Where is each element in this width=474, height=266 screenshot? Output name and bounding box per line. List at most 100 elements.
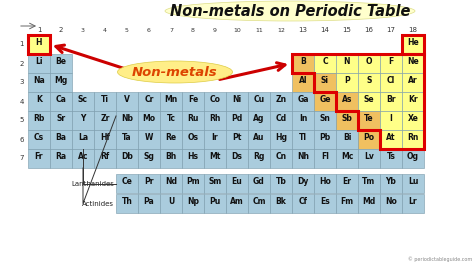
Bar bbox=[227, 194, 247, 213]
Bar bbox=[50, 130, 72, 149]
Text: 8: 8 bbox=[191, 27, 195, 32]
Bar bbox=[73, 92, 93, 111]
Text: Os: Os bbox=[188, 134, 199, 143]
Text: Cm: Cm bbox=[252, 197, 266, 206]
Bar bbox=[358, 174, 380, 193]
Text: P: P bbox=[344, 77, 350, 85]
Bar bbox=[358, 111, 380, 130]
Bar bbox=[358, 92, 380, 111]
Bar bbox=[182, 92, 204, 111]
Text: O: O bbox=[366, 57, 372, 66]
Text: Nd: Nd bbox=[165, 177, 177, 186]
Bar bbox=[314, 92, 336, 111]
Text: Cr: Cr bbox=[144, 95, 154, 105]
Bar bbox=[50, 73, 72, 92]
Bar bbox=[138, 111, 160, 130]
Bar bbox=[270, 111, 292, 130]
Bar bbox=[337, 73, 357, 92]
Text: Ne: Ne bbox=[407, 57, 419, 66]
Bar bbox=[358, 55, 380, 73]
Bar bbox=[117, 130, 137, 149]
Bar bbox=[227, 130, 247, 149]
Text: Rb: Rb bbox=[33, 114, 45, 123]
Text: Ni: Ni bbox=[232, 95, 242, 105]
Text: 5: 5 bbox=[19, 118, 24, 123]
Bar bbox=[314, 149, 336, 168]
Text: Lr: Lr bbox=[409, 197, 417, 206]
Text: Mo: Mo bbox=[143, 114, 155, 123]
Bar bbox=[138, 130, 160, 149]
Bar bbox=[402, 35, 424, 54]
Text: Ga: Ga bbox=[297, 95, 309, 105]
Bar bbox=[73, 111, 93, 130]
Text: 1: 1 bbox=[37, 27, 41, 33]
Text: Gd: Gd bbox=[253, 177, 265, 186]
Text: Es: Es bbox=[320, 197, 330, 206]
Text: 2: 2 bbox=[19, 60, 24, 66]
Text: Te: Te bbox=[364, 114, 374, 123]
Bar bbox=[138, 194, 160, 213]
Bar bbox=[358, 130, 380, 149]
Text: F: F bbox=[388, 57, 393, 66]
Text: Lv: Lv bbox=[364, 152, 374, 161]
Bar bbox=[381, 55, 401, 73]
Bar bbox=[182, 130, 204, 149]
Text: 4: 4 bbox=[19, 98, 24, 105]
Text: Rh: Rh bbox=[210, 114, 221, 123]
Text: Hg: Hg bbox=[275, 134, 287, 143]
Bar bbox=[117, 174, 137, 193]
Bar bbox=[292, 55, 314, 73]
Text: Ba: Ba bbox=[55, 134, 66, 143]
Text: Sg: Sg bbox=[144, 152, 155, 161]
Text: 7: 7 bbox=[169, 27, 173, 32]
Text: 6: 6 bbox=[147, 27, 151, 32]
Text: Po: Po bbox=[364, 134, 374, 143]
Bar bbox=[292, 111, 314, 130]
Text: Fl: Fl bbox=[321, 152, 329, 161]
Text: Eu: Eu bbox=[232, 177, 242, 186]
Bar bbox=[337, 194, 357, 213]
Bar bbox=[138, 92, 160, 111]
Text: 16: 16 bbox=[365, 27, 374, 33]
Text: Tb: Tb bbox=[275, 177, 286, 186]
Text: Ag: Ag bbox=[253, 114, 264, 123]
Bar bbox=[381, 194, 401, 213]
Text: Lu: Lu bbox=[408, 177, 418, 186]
Ellipse shape bbox=[165, 1, 415, 21]
Bar bbox=[182, 194, 204, 213]
Text: Cn: Cn bbox=[275, 152, 287, 161]
Text: U: U bbox=[168, 197, 174, 206]
Text: Sn: Sn bbox=[319, 114, 330, 123]
Text: 9: 9 bbox=[213, 27, 217, 32]
Bar bbox=[182, 149, 204, 168]
Text: 6: 6 bbox=[19, 136, 24, 143]
Text: N: N bbox=[344, 57, 350, 66]
Bar bbox=[314, 111, 336, 130]
Bar bbox=[160, 174, 182, 193]
Text: Mg: Mg bbox=[55, 77, 68, 85]
Text: Se: Se bbox=[364, 95, 374, 105]
Bar bbox=[314, 73, 336, 92]
Text: Pt: Pt bbox=[232, 134, 242, 143]
Bar bbox=[337, 149, 357, 168]
Bar bbox=[402, 194, 424, 213]
Bar bbox=[402, 92, 424, 111]
Text: Non-metals: Non-metals bbox=[132, 65, 218, 78]
Bar bbox=[248, 92, 270, 111]
Text: Non-metals on Periodic Table: Non-metals on Periodic Table bbox=[170, 3, 410, 19]
Bar bbox=[270, 174, 292, 193]
Text: 13: 13 bbox=[299, 27, 308, 33]
Text: H: H bbox=[36, 39, 42, 47]
Text: Fe: Fe bbox=[188, 95, 198, 105]
Bar bbox=[248, 174, 270, 193]
Bar bbox=[314, 55, 336, 73]
Bar bbox=[50, 111, 72, 130]
Bar bbox=[227, 111, 247, 130]
Text: Mc: Mc bbox=[341, 152, 353, 161]
Text: Bh: Bh bbox=[165, 152, 177, 161]
Text: 7: 7 bbox=[19, 156, 24, 161]
Bar bbox=[117, 111, 137, 130]
Text: Pb: Pb bbox=[319, 134, 331, 143]
Text: Yb: Yb bbox=[385, 177, 396, 186]
Text: 18: 18 bbox=[409, 27, 418, 33]
